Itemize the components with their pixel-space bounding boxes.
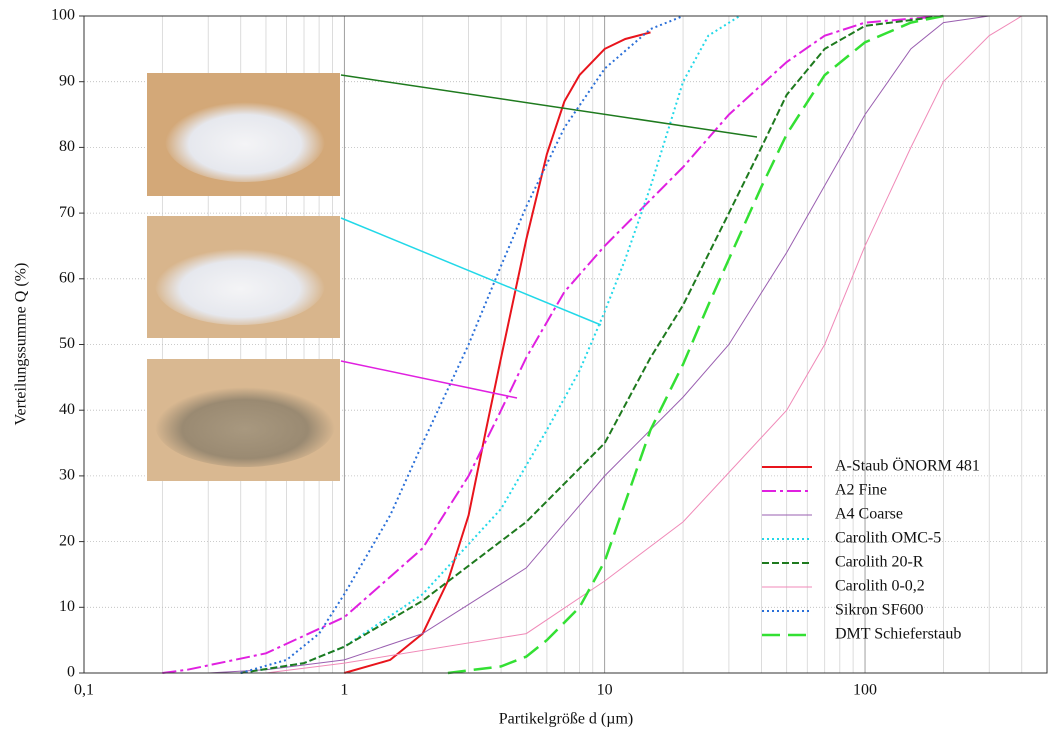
x-tick-label: 0,1 <box>74 682 94 699</box>
y-tick-label: 90 <box>59 72 75 89</box>
legend-label: Carolith 20-R <box>835 554 924 571</box>
y-tick-label: 70 <box>59 204 75 221</box>
x-tick-label: 100 <box>853 682 877 699</box>
legend-label: Carolith OMC-5 <box>835 530 941 547</box>
x-tick-label: 1 <box>340 682 348 699</box>
y-tick-label: 30 <box>59 467 75 484</box>
legend-label: DMT Schieferstaub <box>835 626 961 643</box>
legend-label: Sikron SF600 <box>835 602 923 619</box>
legend-label: A2 Fine <box>835 482 887 499</box>
y-tick-label: 10 <box>59 598 75 615</box>
legend-label: Carolith 0-0,2 <box>835 578 925 595</box>
legend-label: A4 Coarse <box>835 506 903 523</box>
y-tick-label: 60 <box>59 269 75 286</box>
y-axis-label: Verteilungssumme Q (%) <box>13 263 30 426</box>
y-tick-label: 20 <box>59 532 75 549</box>
x-axis-label: Partikelgröße d (µm) <box>499 711 634 728</box>
y-tick-label: 100 <box>51 7 75 24</box>
y-tick-label: 40 <box>59 401 75 418</box>
photos <box>147 73 340 481</box>
y-tick-label: 0 <box>67 664 75 681</box>
x-tick-label: 10 <box>597 682 613 699</box>
chart: Partikelgröße d (µm) Verteilungssumme Q … <box>0 0 1048 738</box>
y-tick-label: 80 <box>59 138 75 155</box>
y-tick-label: 50 <box>59 335 75 352</box>
legend-label: A-Staub ÖNORM 481 <box>835 457 980 475</box>
